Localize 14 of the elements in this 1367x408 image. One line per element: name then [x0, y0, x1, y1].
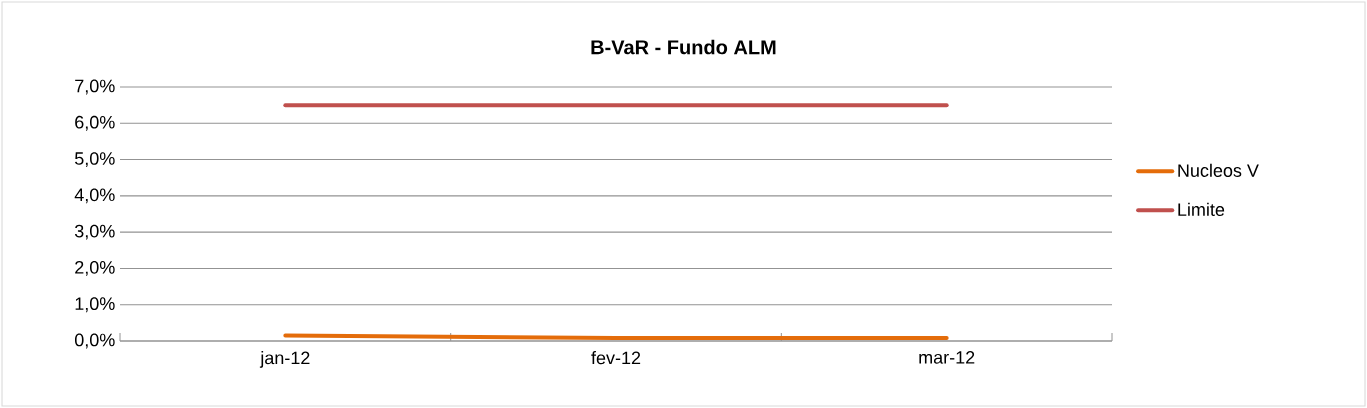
y-tick-label: 0,0% — [74, 333, 115, 349]
legend-label: Nucleos V — [1178, 163, 1259, 177]
y-tick-label: 7,0% — [75, 79, 115, 95]
y-tick-label: 3,0% — [74, 224, 115, 240]
y-tick-label: 4,0% — [74, 188, 115, 204]
x-tick-label: mar-12 — [919, 351, 975, 364]
y-tick-label: 5,0% — [74, 152, 115, 168]
y-tick-label: 1,0% — [75, 297, 115, 313]
y-tick-label: 2,0% — [75, 260, 115, 276]
x-tick-label: jan-12 — [259, 351, 310, 368]
x-tick-label: fev-12 — [591, 351, 641, 365]
legend-label: Limite — [1178, 202, 1225, 216]
y-tick-label: 6,0% — [75, 115, 115, 131]
chart-title: B-VaR - Fundo ALM — [591, 39, 776, 55]
